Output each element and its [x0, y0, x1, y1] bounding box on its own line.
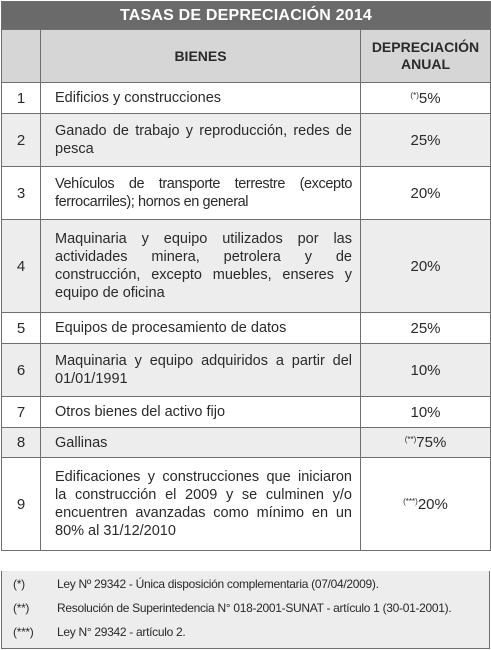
footnote-text: Ley N° 29342 - artículo 2. — [57, 625, 186, 639]
footnote: (***) Ley N° 29342 - artículo 2. — [13, 625, 186, 639]
rate-value: 20% — [417, 495, 448, 513]
row-bien: Edificios y construcciones — [40, 82, 361, 114]
row-number: 9 — [1, 457, 41, 551]
row-rate: 10% — [360, 396, 491, 428]
row-bien: Vehículos de transporte terrestre (excep… — [40, 166, 361, 220]
row-rate: (***)20% — [360, 457, 491, 551]
table-row: 2 Ganado de trabajo y reproducción, rede… — [1, 113, 491, 167]
row-bien: Otros bienes del activo fijo — [40, 396, 361, 428]
footnote-mark: (*) — [13, 577, 25, 591]
rate-value: 25% — [410, 319, 441, 337]
row-number: 1 — [1, 82, 41, 114]
row-bien: Maquinaria y equipo adquiridos a partir … — [40, 343, 361, 397]
header-depreciacion: DEPRECIACIÓN ANUAL — [360, 29, 491, 83]
rate-value: 75% — [416, 434, 447, 451]
row-rate: 25% — [360, 113, 491, 167]
header-depreciacion-line2: ANUAL — [401, 56, 450, 72]
table-row: 5 Equipos de procesamiento de datos 25% — [1, 312, 491, 344]
table-title: TASAS DE DEPRECIACIÓN 2014 — [1, 1, 491, 30]
rate-value: 10% — [410, 403, 441, 421]
rate-footnote-mark: (**) — [404, 435, 417, 444]
footnote: (**) Resolución de Superintedencia N° 018… — [13, 601, 452, 615]
row-number: 5 — [1, 312, 41, 344]
row-rate: (**)75% — [360, 427, 491, 458]
footnote-mark: (***) — [13, 625, 34, 639]
footnote-text: Resolución de Superintedencia N° 018-200… — [57, 601, 452, 615]
depreciation-table: TASAS DE DEPRECIACIÓN 2014 BIENES DEPREC… — [1, 1, 491, 551]
rate-footnote-mark: (*) — [410, 90, 419, 100]
rate-value: 5% — [418, 89, 441, 107]
row-bien: Maquinaria y equipo utilizados por las a… — [40, 219, 361, 313]
row-number: 8 — [1, 427, 41, 458]
row-rate: (*)5% — [360, 82, 491, 114]
table-row: 3 Vehículos de transporte terrestre (exc… — [1, 166, 491, 220]
row-bien: Ganado de trabajo y reproducción, redes … — [40, 113, 361, 167]
rate-value: 20% — [410, 184, 441, 202]
footnote: (*) Ley Nº 29342 - Única disposición comp… — [13, 577, 379, 591]
table-row: 1 Edificios y construcciones (*)5% — [1, 82, 491, 114]
row-rate: 20% — [360, 166, 491, 220]
row-rate: 25% — [360, 312, 491, 344]
row-number: 3 — [1, 166, 41, 220]
rate-footnote-mark: (***) — [403, 496, 418, 506]
row-rate: 20% — [360, 219, 491, 313]
table-row: 8 Gallinas (**)75% — [1, 427, 491, 458]
row-number: 6 — [1, 343, 41, 397]
row-rate: 10% — [360, 343, 491, 397]
footnotes: (*) Ley Nº 29342 - Única disposición comp… — [1, 571, 490, 649]
footnote-mark: (**) — [13, 601, 30, 615]
row-number: 4 — [1, 219, 41, 313]
header-bienes: BIENES — [40, 29, 361, 83]
row-bien: Equipos de procesamiento de datos — [40, 312, 361, 344]
table-row: 9 Edificaciones y construcciones que ini… — [1, 457, 491, 551]
table-row: 7 Otros bienes del activo fijo 10% — [1, 396, 491, 428]
row-bien: Gallinas — [40, 427, 361, 458]
rate-value: 10% — [410, 361, 441, 379]
table-row: 4 Maquinaria y equipo utilizados por las… — [1, 219, 491, 313]
header-depreciacion-line1: DEPRECIACIÓN — [371, 39, 480, 55]
header-number — [1, 29, 41, 83]
rate-value: 25% — [410, 131, 441, 149]
rate-value: 20% — [410, 257, 441, 275]
row-number: 2 — [1, 113, 41, 167]
row-bien: Edificaciones y construcciones que inici… — [40, 457, 361, 551]
row-number: 7 — [1, 396, 41, 428]
table-row: 6 Maquinaria y equipo adquiridos a parti… — [1, 343, 491, 397]
footnote-text: Ley Nº 29342 - Única disposición complem… — [57, 577, 379, 591]
